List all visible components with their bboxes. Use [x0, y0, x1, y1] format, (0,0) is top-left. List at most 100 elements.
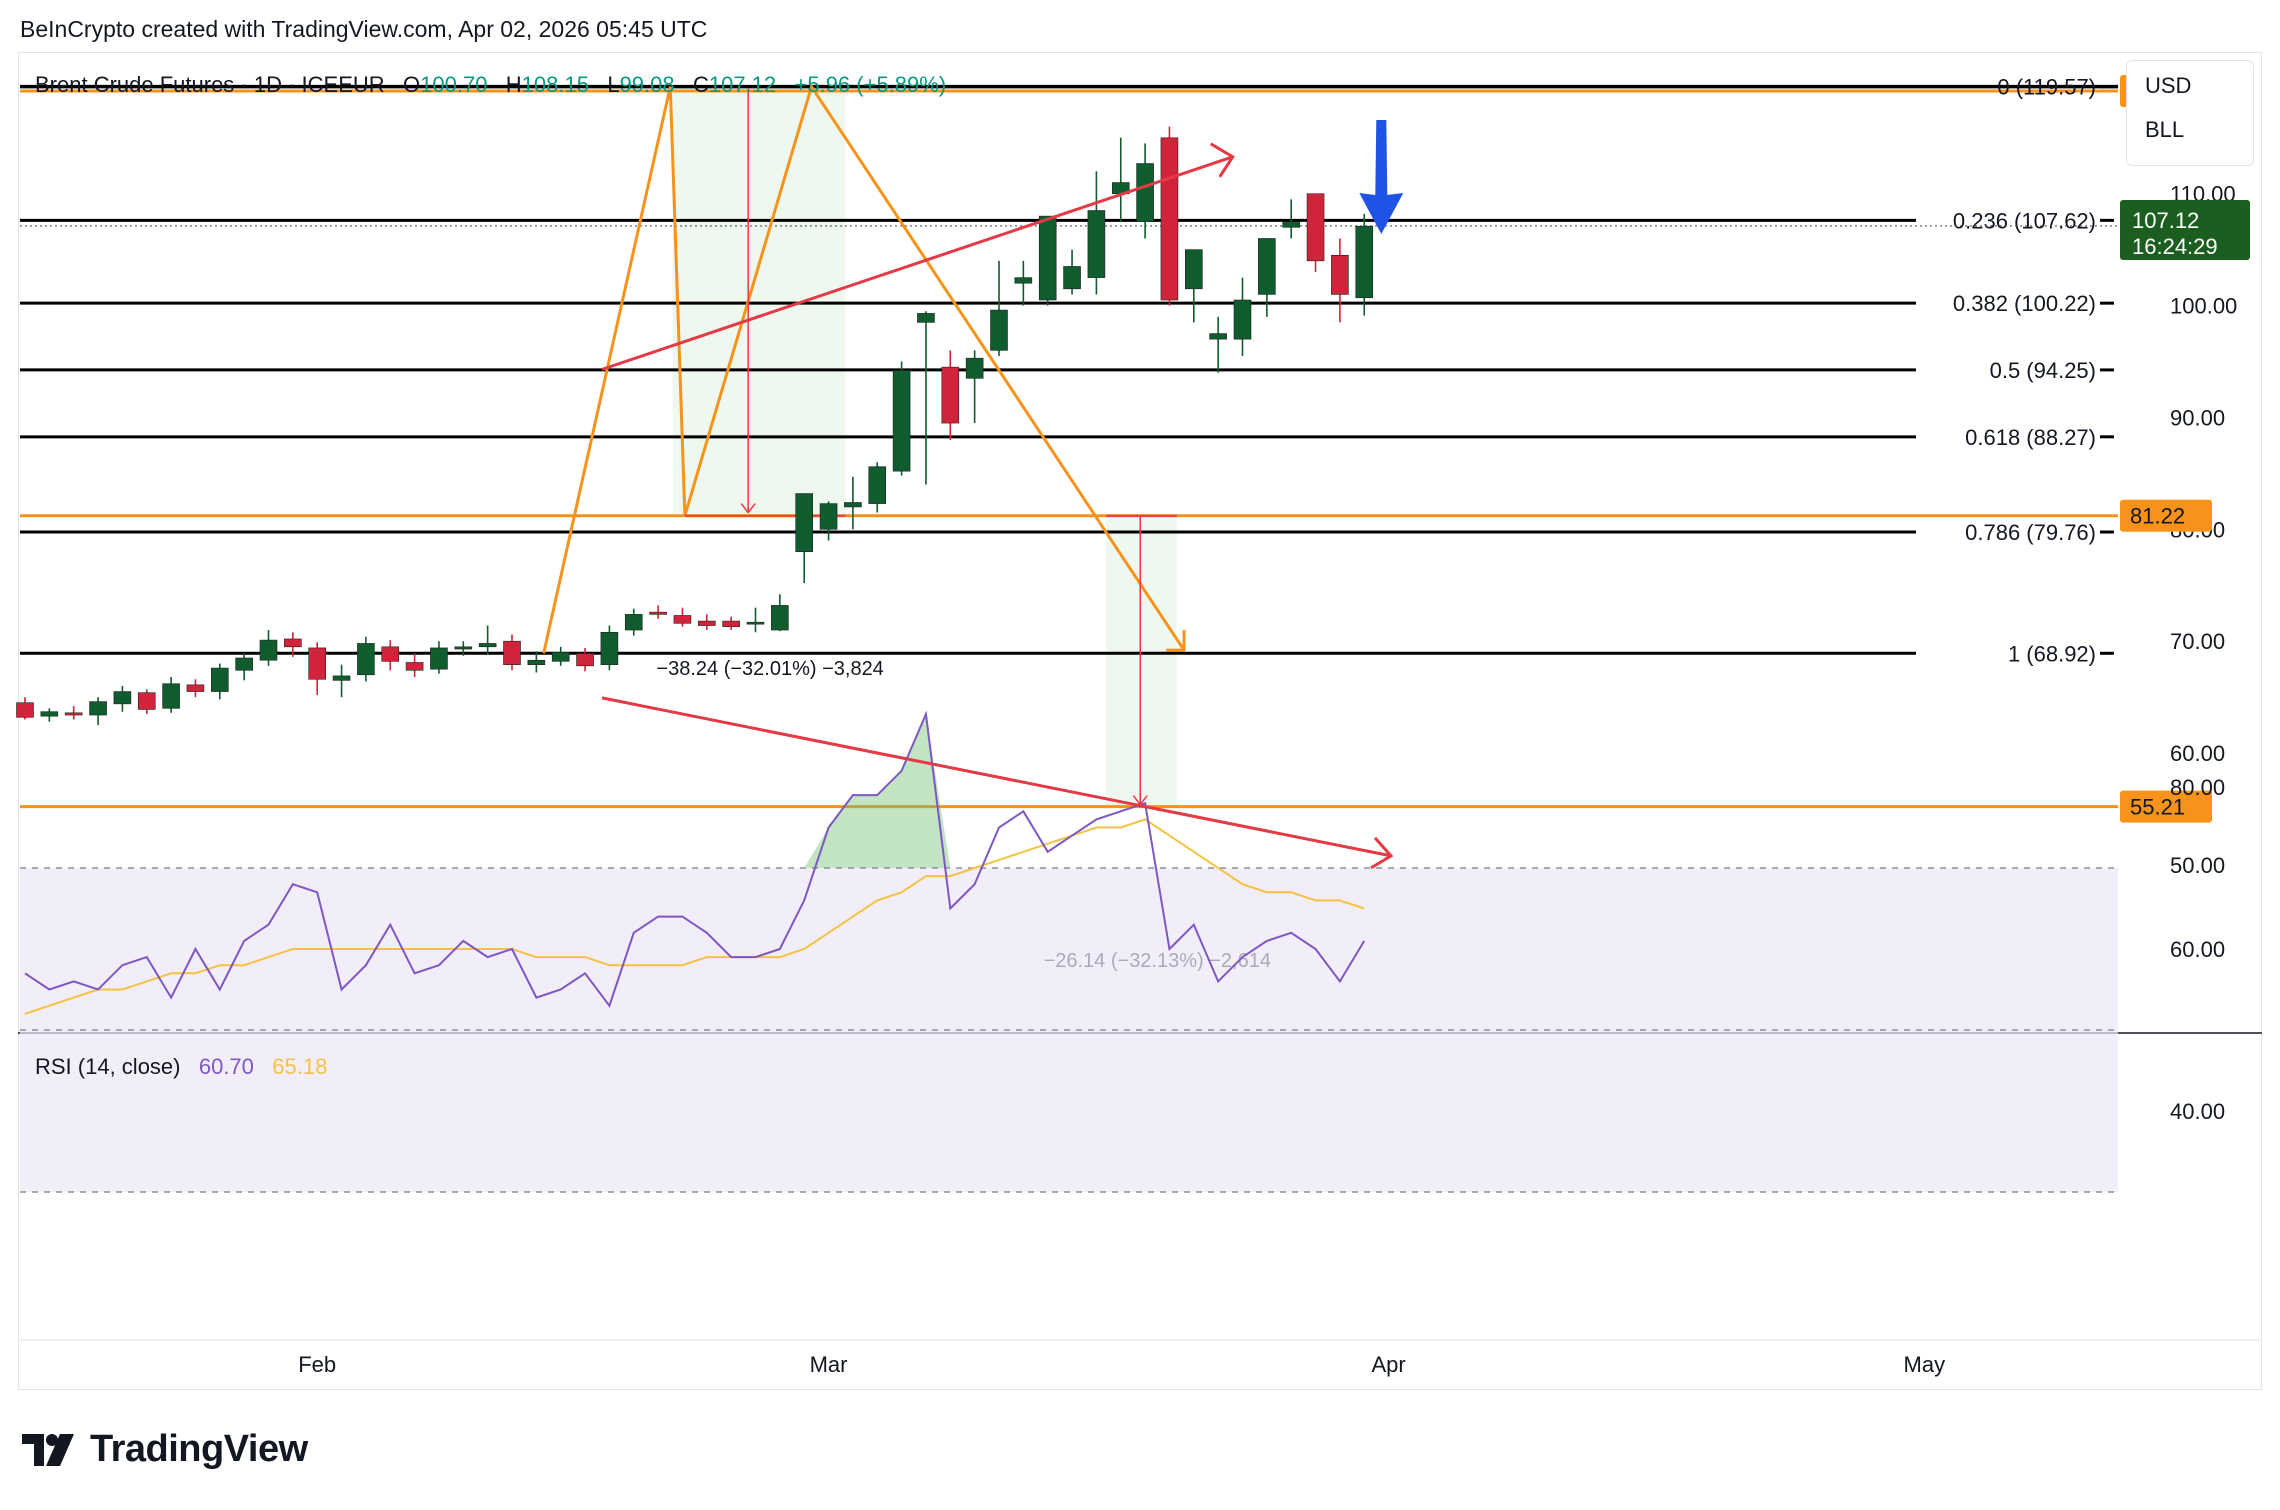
candle-body[interactable]: [186, 684, 205, 692]
fib-level-label: 0.382 (100.22): [1953, 291, 2096, 316]
candle-body[interactable]: [357, 643, 375, 676]
candle-body[interactable]: [941, 366, 960, 424]
candle-body[interactable]: [624, 614, 643, 631]
candle-body[interactable]: [551, 652, 570, 662]
low-label: L: [607, 72, 620, 97]
rsi-label[interactable]: RSI (14, close): [35, 1054, 181, 1079]
candle-body[interactable]: [1355, 225, 1374, 299]
time-axis-tick[interactable]: Apr: [1371, 1352, 1405, 1377]
candle-body[interactable]: [1185, 249, 1203, 290]
open-value: 100.70: [420, 72, 488, 97]
candle-body[interactable]: [795, 493, 814, 553]
tradingview-logo-icon: [22, 1433, 74, 1466]
candle-body[interactable]: [1306, 193, 1325, 262]
candle-body[interactable]: [40, 711, 59, 717]
candle-body[interactable]: [600, 631, 619, 666]
rsi-divergence-arrow-head: [1370, 836, 1394, 870]
candle-body[interactable]: [284, 638, 302, 648]
candle-body[interactable]: [1209, 333, 1227, 340]
price-axis-badge[interactable]: [2120, 499, 2212, 532]
candle-body[interactable]: [478, 643, 497, 648]
candle-body[interactable]: [137, 692, 156, 710]
measurement-label: −38.24 (−32.01%) −3,824: [656, 658, 883, 680]
close-value: 107.12: [708, 72, 777, 97]
open-label: O: [403, 72, 421, 97]
symbol-name[interactable]: Brent Crude Futures · 1D · ICEEUR: [35, 72, 385, 97]
time-axis-tick[interactable]: May: [1904, 1352, 1946, 1377]
candle-body[interactable]: [819, 503, 838, 530]
candle-body[interactable]: [454, 646, 473, 650]
rising-trend-line[interactable]: [601, 155, 1234, 371]
candle-body[interactable]: [917, 313, 935, 323]
candle-body[interactable]: [1331, 254, 1349, 295]
candle-body[interactable]: [162, 683, 180, 709]
candle-body[interactable]: [649, 611, 667, 615]
candle-body[interactable]: [576, 653, 594, 667]
price-axis-badge-value: 55.21: [2130, 795, 2185, 820]
candle-body[interactable]: [990, 309, 1008, 351]
bar-countdown-timer: 16:24:29: [2132, 234, 2218, 259]
candle-body[interactable]: [381, 646, 400, 662]
candle-body[interactable]: [1063, 266, 1081, 290]
candle-body[interactable]: [771, 605, 789, 631]
blue-down-arrow-icon[interactable]: [1359, 120, 1404, 234]
candle-body[interactable]: [430, 647, 448, 670]
rsi-ma-line[interactable]: [24, 818, 1365, 1015]
candle-body[interactable]: [527, 659, 546, 666]
unit-option-bll[interactable]: BLL: [2145, 117, 2185, 142]
candle-body[interactable]: [746, 621, 765, 625]
tradingview-logo[interactable]: TradingView: [22, 1428, 308, 1471]
rsi-legend: RSI (14, close) 60.70 65.18: [35, 1054, 327, 1080]
currency-option-usd[interactable]: USD: [2145, 73, 2192, 98]
candle-body[interactable]: [844, 502, 862, 508]
price-axis-tick[interactable]: 100.00: [2170, 294, 2237, 319]
fib-level-label: 0.618 (88.27): [1965, 425, 2096, 450]
currency-unit-menu[interactable]: USD BLL: [2126, 60, 2254, 166]
trend-arrow-head: [1209, 142, 1235, 178]
fib-level-label: 0.5 (94.25): [1990, 358, 2096, 383]
rsi-axis-tick[interactable]: 80.00: [2170, 775, 2225, 800]
candle-body[interactable]: [892, 370, 911, 472]
candle-body[interactable]: [308, 647, 327, 680]
candle-body[interactable]: [1258, 238, 1276, 295]
candle-body[interactable]: [1136, 163, 1154, 222]
candle-body[interactable]: [64, 712, 83, 716]
time-axis-tick[interactable]: Mar: [810, 1352, 848, 1377]
candle-body[interactable]: [113, 691, 132, 705]
candle-body[interactable]: [332, 675, 351, 681]
candle-body[interactable]: [1160, 137, 1179, 301]
close-label: C: [692, 72, 709, 97]
candle-body[interactable]: [89, 701, 107, 716]
candle-body[interactable]: [1038, 215, 1057, 301]
candle-body[interactable]: [503, 640, 521, 666]
candle-body[interactable]: [868, 466, 887, 504]
rsi-divergence-line[interactable]: [601, 696, 1392, 858]
measurement-range-box[interactable]: [1106, 515, 1177, 807]
price-axis-badge[interactable]: [2120, 790, 2212, 823]
price-axis-tick[interactable]: 50.00: [2170, 853, 2225, 878]
candle-body[interactable]: [211, 667, 229, 692]
candle-body[interactable]: [1087, 210, 1106, 278]
candle-body[interactable]: [1233, 299, 1252, 340]
current-price-badge[interactable]: [2120, 199, 2250, 260]
fib-level-label: 1 (68.92): [2008, 641, 2096, 666]
candle-body[interactable]: [1014, 277, 1033, 284]
candle-body[interactable]: [722, 620, 740, 627]
candle-body[interactable]: [405, 662, 424, 671]
measurement-arrow-head: [740, 503, 756, 514]
rsi-axis-tick[interactable]: 40.00: [2170, 1099, 2225, 1124]
candle-body[interactable]: [1282, 221, 1300, 228]
candle-body[interactable]: [16, 702, 34, 718]
candle-body[interactable]: [259, 639, 278, 661]
candle-body[interactable]: [697, 620, 716, 626]
price-axis-tick[interactable]: 60.00: [2170, 741, 2225, 766]
time-axis-tick[interactable]: Feb: [298, 1352, 336, 1377]
price-axis-tick[interactable]: 70.00: [2170, 629, 2225, 654]
candle-body[interactable]: [673, 615, 692, 624]
rsi-axis-tick[interactable]: 60.00: [2170, 937, 2225, 962]
price-axis-tick[interactable]: 90.00: [2170, 405, 2225, 430]
candle-body[interactable]: [235, 657, 253, 671]
candle-body[interactable]: [965, 357, 984, 379]
rsi-value: 60.70: [198, 1054, 254, 1079]
